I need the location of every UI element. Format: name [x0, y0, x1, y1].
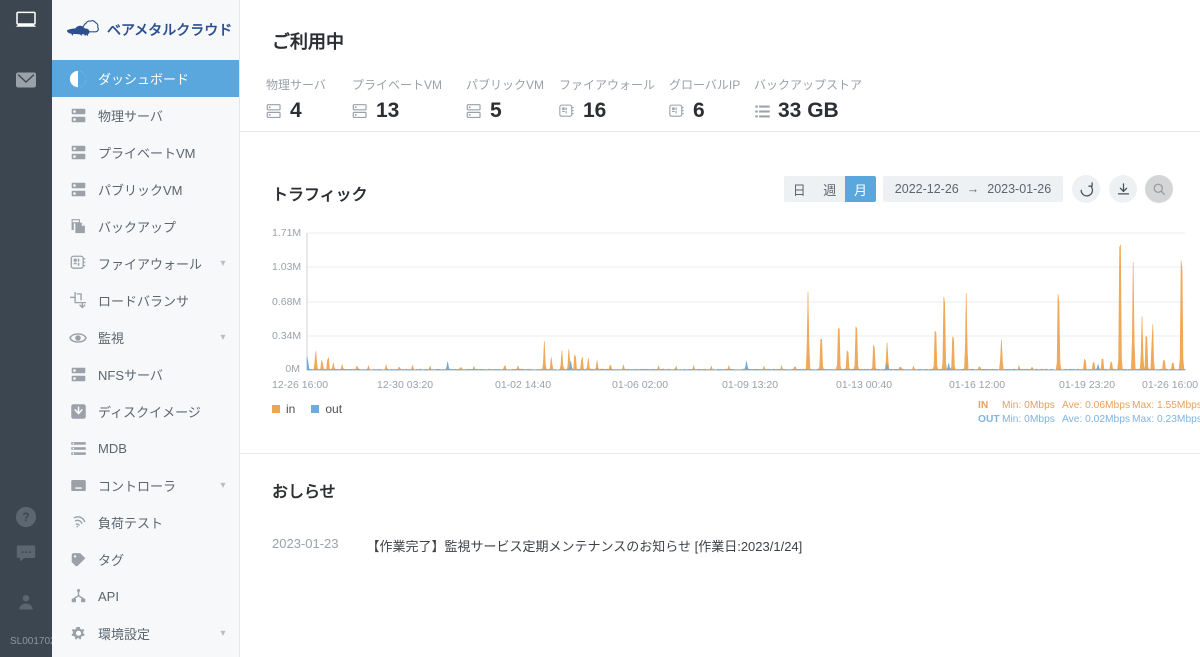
svg-text:?: ? — [22, 510, 29, 524]
